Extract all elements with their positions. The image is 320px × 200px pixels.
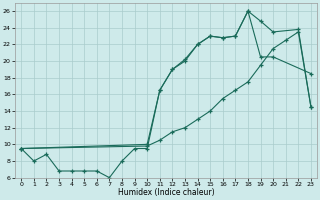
X-axis label: Humidex (Indice chaleur): Humidex (Indice chaleur) [118, 188, 214, 197]
